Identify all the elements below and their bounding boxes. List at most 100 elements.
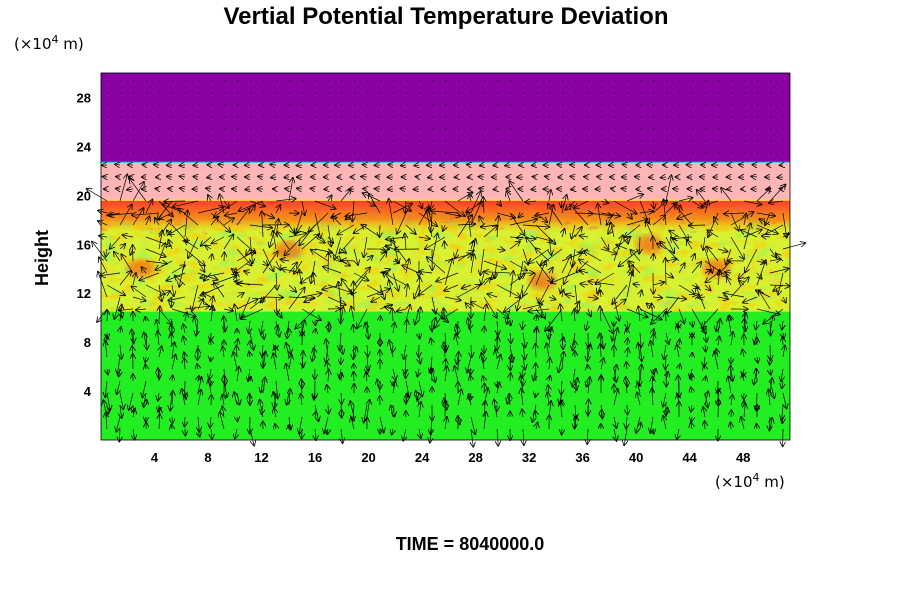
wind-vector [371,296,381,302]
wind-vector [276,380,278,398]
wind-vector [365,323,367,334]
wind-vector [640,365,642,382]
wind-vector [611,189,614,190]
wind-vector [273,392,276,406]
wind-vector [484,412,486,430]
wind-vector [782,320,783,329]
wind-vector [665,175,671,202]
y-tick-label: 4 [84,384,92,399]
wind-vector [194,317,199,334]
wind-vector [222,395,224,406]
wind-vector [678,284,694,294]
wind-vector [564,260,576,284]
wind-vector [297,188,302,189]
wind-vector [458,389,461,406]
wind-vector [725,272,732,273]
wind-vector [369,194,381,214]
y-tick-label: 28 [77,90,91,105]
wind-vector [419,402,421,418]
wind-vector [677,428,679,439]
wind-vector [273,231,276,250]
wind-vector [328,404,329,414]
wind-vector [120,244,125,249]
wind-vector [757,356,758,363]
wind-vector [561,255,571,274]
wind-vector [545,176,549,177]
y-tick-label: 16 [77,237,91,252]
wind-vector [743,230,762,238]
wind-vector [471,254,474,274]
x-tick-label: 32 [522,450,536,465]
wind-vector [535,261,546,286]
wind-vector [155,218,159,226]
wind-vector [727,277,731,286]
wind-vector [714,352,719,370]
wind-vector [154,165,159,166]
wind-vector [691,423,692,430]
y-axis-ticks: 4 8 12 16 20 24 28 [77,90,92,399]
wind-vector [211,428,212,439]
wind-vector [470,416,475,434]
wind-vector [117,380,120,394]
wind-vector [523,272,537,296]
wind-vector [159,414,160,430]
wind-vector [115,164,120,165]
wind-vector [551,272,576,283]
hot-spot-3 [528,271,557,290]
wind-vector [652,215,665,226]
wind-vector [249,428,254,445]
wind-vector [286,364,289,382]
wind-vector [192,284,199,311]
wind-vector [236,299,258,310]
wind-vector [287,392,289,404]
wind-vector [494,400,497,418]
wind-vector [276,205,280,214]
wind-vector [209,368,211,379]
wind-vector [588,400,589,418]
wind-vector [745,248,758,272]
wind-vector [328,253,329,274]
wind-vector [397,212,407,234]
wind-vector [120,404,122,418]
wind-vector [562,352,564,370]
wind-vector [462,285,472,289]
wind-vector [626,219,648,226]
hot-spot-0 [274,241,303,260]
wind-vector [717,249,728,252]
wind-vector [314,392,315,400]
wind-vector [666,332,669,344]
wind-vector [505,165,510,166]
wind-vector [783,297,786,303]
wind-vector [127,189,134,190]
wind-vector [342,260,355,261]
wind-vector [614,389,618,406]
wind-vector [689,225,706,226]
wind-vector [627,338,628,346]
wind-vector [535,213,550,216]
wind-vector [158,368,159,382]
wind-vector [185,211,188,238]
wind-vector [523,428,524,445]
wind-vector [674,204,693,226]
wind-vector [392,261,399,263]
wind-vector [633,284,641,285]
wind-vector [730,212,754,226]
wind-vector [380,224,381,237]
wind-vector [637,392,640,406]
wind-vector [626,194,643,202]
wind-vector [561,195,567,214]
wind-vector [341,392,342,404]
wind-vector [743,296,758,303]
wind-vector [341,410,342,418]
wind-vector [457,356,458,364]
wind-vector [341,344,343,354]
x-tick-label: 20 [361,450,375,465]
wind-vector [522,225,549,227]
wind-vector [419,428,421,438]
wind-vector [652,282,664,285]
wind-vector [237,417,238,421]
wind-vector [691,374,692,382]
wind-vector [209,379,211,394]
wind-vector [574,200,589,208]
wind-vector [173,200,199,207]
